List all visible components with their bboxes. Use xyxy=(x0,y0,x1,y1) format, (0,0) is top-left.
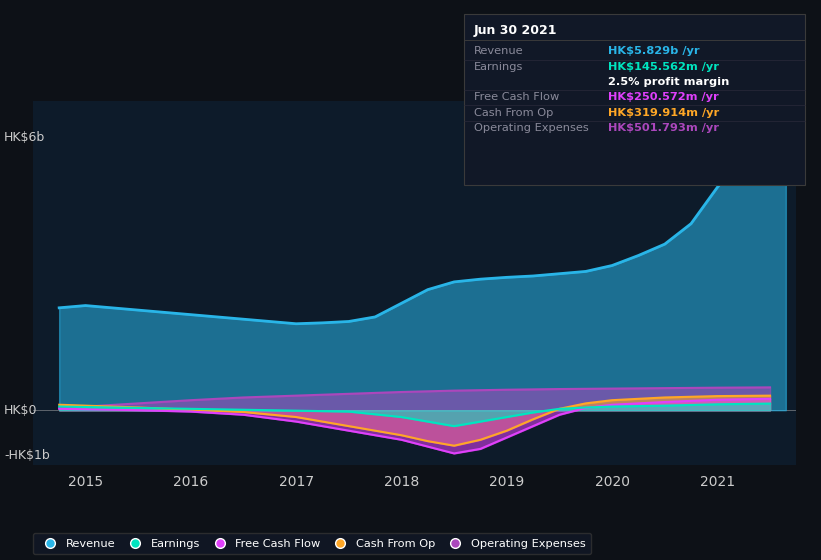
Text: HK$5.829b /yr: HK$5.829b /yr xyxy=(608,46,699,57)
Legend: Revenue, Earnings, Free Cash Flow, Cash From Op, Operating Expenses: Revenue, Earnings, Free Cash Flow, Cash … xyxy=(33,533,591,554)
Text: HK$250.572m /yr: HK$250.572m /yr xyxy=(608,92,718,102)
Text: HK$145.562m /yr: HK$145.562m /yr xyxy=(608,62,718,72)
Text: HK$501.793m /yr: HK$501.793m /yr xyxy=(608,123,718,133)
Text: Earnings: Earnings xyxy=(474,62,523,72)
Text: Operating Expenses: Operating Expenses xyxy=(474,123,589,133)
Text: 2.5% profit margin: 2.5% profit margin xyxy=(608,77,729,87)
Text: -HK$1b: -HK$1b xyxy=(4,449,50,462)
Text: Revenue: Revenue xyxy=(474,46,523,57)
Text: HK$6b: HK$6b xyxy=(4,130,45,144)
Text: Cash From Op: Cash From Op xyxy=(474,108,553,118)
Text: Jun 30 2021: Jun 30 2021 xyxy=(474,24,557,37)
Text: HK$0: HK$0 xyxy=(4,404,38,417)
Text: HK$319.914m /yr: HK$319.914m /yr xyxy=(608,108,719,118)
Text: Free Cash Flow: Free Cash Flow xyxy=(474,92,559,102)
